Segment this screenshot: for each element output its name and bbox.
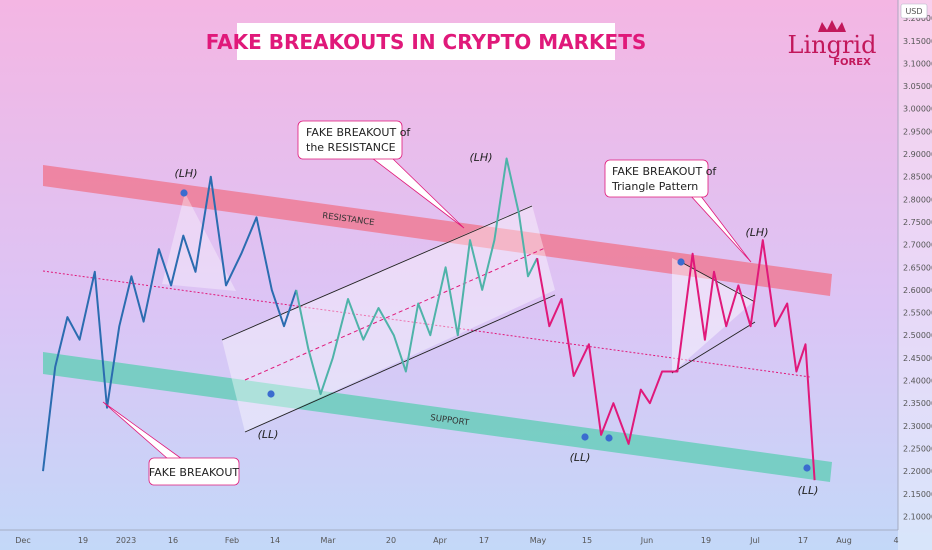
y-tick-label: 3.00000 [903, 105, 932, 114]
lingrid-logo: Lingrid FOREX [788, 20, 877, 68]
lh-label-3: (LH) [746, 226, 769, 239]
lh-label-1: (LH) [175, 167, 198, 180]
y-tick-label: 2.60000 [903, 286, 932, 295]
annotation-resistance-line1: FAKE BREAKOUT of [306, 126, 411, 139]
series-line-2 [295, 157, 538, 396]
y-tick-labels: 3.20000 3.15000 3.10000 3.05000 3.00000 2.950… [903, 14, 932, 521]
logo-name: Lingrid [788, 31, 877, 59]
x-tick-label: Feb [225, 536, 239, 545]
annotation-resistance-line2: the RESISTANCE [306, 141, 396, 154]
annotation-bottom: FAKE BREAKOUT [102, 401, 240, 486]
x-tick-label: Jul [749, 536, 760, 545]
annotation-resistance: FAKE BREAKOUT of the RESISTANCE [297, 120, 465, 229]
y-tick-label: 2.65000 [903, 263, 932, 272]
pivot-marker-lh-1 [180, 189, 188, 197]
triangle-pattern-area [672, 258, 755, 373]
annotation-triangle-line1: FAKE BREAKOUT of [612, 165, 717, 178]
channel-mid-line [244, 247, 546, 381]
y-tick-label: 2.25000 [903, 444, 932, 453]
x-tick-label: 17 [479, 536, 489, 545]
x-tick-label: 16 [168, 536, 178, 545]
currency-box[interactable] [900, 3, 928, 19]
y-tick-label: 3.10000 [903, 59, 932, 68]
y-tick-label: 2.80000 [903, 195, 932, 204]
x-tick-label: May [530, 536, 547, 545]
x-tick-labels: Dec 19 2023 16 Feb 14 Mar 20 Apr 17 May 15 Jun 19 Jul 1… [15, 536, 898, 545]
x-tick-label: Mar [320, 536, 336, 545]
ll-label-3: (LL) [798, 484, 819, 497]
y-tick-label: 2.75000 [903, 218, 932, 227]
channel-lower-line [244, 294, 556, 433]
annotation-bottom-text: FAKE BREAKOUT [149, 466, 239, 479]
y-tick-label: 2.90000 [903, 150, 932, 159]
annotation-triangle-line2: Triangle Pattern [611, 180, 698, 193]
resistance-zone [43, 165, 832, 296]
channel-upper-line [221, 205, 533, 341]
x-tick-label: Dec [15, 536, 30, 545]
x-tick-label: 2023 [116, 536, 136, 545]
mid-trend-line [42, 270, 811, 378]
y-tick-label: 2.45000 [903, 354, 932, 363]
x-tick-label: 15 [582, 536, 592, 545]
y-tick-label: 2.30000 [903, 422, 932, 431]
y-tick-label: 2.85000 [903, 173, 932, 182]
triangle-lower-line [671, 321, 756, 374]
pivot-markers [180, 189, 811, 472]
y-tick-label: 3.05000 [903, 82, 932, 91]
y-tick-label: 2.15000 [903, 490, 932, 499]
annotation-bottom-box [148, 457, 240, 486]
triangle-upper-line [680, 261, 756, 303]
annotation-triangle: FAKE BREAKOUT of Triangle Pattern [604, 159, 752, 263]
y-tick-label: 2.35000 [903, 399, 932, 408]
y-tick-label: 2.20000 [903, 467, 932, 476]
x-tick-label: Jun [640, 536, 654, 545]
pivot-marker-ll-4 [803, 464, 811, 472]
channel-box [222, 205, 555, 432]
price-axis-panel [898, 0, 932, 550]
chart-title: FAKE BREAKOUTS IN CRYPTO MARKETS [206, 30, 646, 54]
support-zone [43, 352, 832, 482]
annotation-resistance-box [297, 120, 403, 160]
left-shade [162, 193, 236, 291]
lh-label-2: (LH) [470, 151, 493, 164]
x-tick-label: 14 [270, 536, 280, 545]
crown-icon [818, 20, 846, 32]
logo-sub: FOREX [833, 57, 871, 68]
pivot-marker-ll-3 [605, 434, 613, 442]
currency-label: USD [905, 7, 922, 16]
y-tick-label: 2.40000 [903, 377, 932, 386]
price-series [42, 157, 816, 481]
y-tick-label: 2.55000 [903, 309, 932, 318]
x-tick-label: Aug [836, 536, 852, 545]
series-line-1 [42, 175, 298, 472]
y-tick-label: 2.70000 [903, 241, 932, 250]
x-tick-label: 19 [78, 536, 88, 545]
y-tick-label: 3.20000 [903, 14, 932, 23]
pivot-marker-triangle [677, 258, 685, 266]
x-tick-label: 19 [701, 536, 711, 545]
x-tick-label: 20 [386, 536, 396, 545]
pivot-marker-ll-2 [581, 433, 589, 441]
title-box [237, 23, 615, 60]
y-tick-label: 2.10000 [903, 512, 932, 521]
y-tick-label: 2.95000 [903, 127, 932, 136]
ll-label-1: (LL) [258, 428, 279, 441]
y-tick-label: 3.15000 [903, 37, 932, 46]
series-line-3 [536, 239, 816, 481]
y-tick-label: 2.50000 [903, 331, 932, 340]
ll-label-2: (LL) [570, 451, 591, 464]
x-tick-label: 17 [798, 536, 808, 545]
x-axis-end-label: 4 [893, 536, 898, 545]
annotation-triangle-box [604, 159, 709, 198]
x-tick-label: Apr [433, 536, 448, 545]
pivot-marker-ll-1 [267, 390, 275, 398]
